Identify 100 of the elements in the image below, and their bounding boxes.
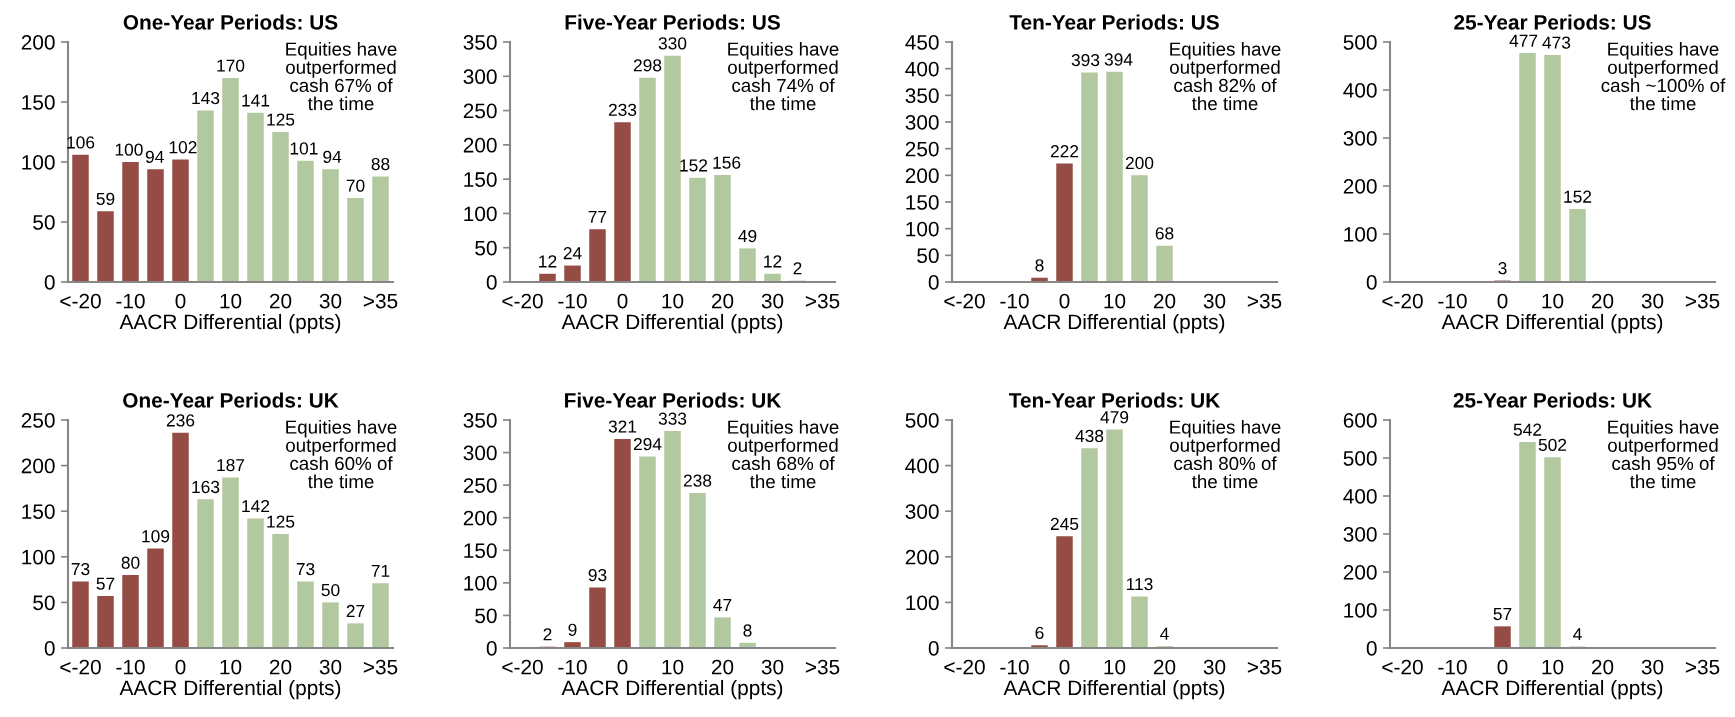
data-label: 125: [267, 113, 295, 126]
y-tick-label: 0: [928, 641, 939, 656]
data-label: 3: [1498, 262, 1507, 275]
x-tick-label: <-20: [1382, 659, 1423, 675]
data-label: 200: [1125, 156, 1154, 170]
data-label: 473: [1542, 36, 1571, 49]
x-tick-label: 30: [761, 293, 784, 309]
data-label: 143: [192, 91, 220, 105]
data-label: 2: [793, 262, 802, 275]
y-tick-label: 350: [463, 413, 497, 428]
y-tick-label: 200: [463, 510, 497, 526]
y-tick-label: 500: [1343, 35, 1377, 50]
y-tick-label: 300: [463, 69, 497, 85]
y-tick-label: 300: [1343, 527, 1377, 542]
data-label: 477: [1509, 34, 1538, 47]
y-tick-label: 50: [33, 595, 55, 611]
x-tick-label: 20: [1153, 293, 1176, 309]
chart-title: 25-Year Periods: US: [1454, 14, 1651, 30]
y-tick-label: 200: [463, 137, 497, 153]
x-tick-label: 30: [1641, 659, 1664, 675]
x-tick-label: 0: [175, 293, 186, 309]
x-tick-label: 20: [1591, 659, 1614, 675]
data-label: 73: [71, 562, 90, 576]
y-tick-label: 350: [463, 35, 497, 50]
data-label: 298: [633, 59, 662, 72]
annotation: Equities have outperformed cash 67% of the time: [286, 42, 397, 111]
chart-title: 25-Year Periods: UK: [1453, 392, 1652, 408]
data-label: 49: [738, 229, 757, 243]
x-tick-label: 0: [175, 659, 186, 675]
x-tick-label: 10: [1104, 293, 1126, 309]
data-label: 12: [764, 255, 782, 268]
data-label: 57: [96, 577, 115, 590]
x-axis-title: AACR Differential (ppts): [119, 679, 341, 700]
data-label: 222: [1050, 145, 1079, 158]
annotation: Equities have outperformed cash 95% of the time: [1608, 420, 1719, 489]
data-label: 12: [539, 255, 557, 268]
x-tick-label: 10: [1542, 293, 1564, 309]
x-tick-label: 20: [269, 293, 292, 309]
x-tick-label: -10: [558, 293, 587, 309]
y-tick-label: 100: [464, 206, 497, 222]
data-label: 394: [1104, 53, 1133, 66]
y-tick-label: 200: [21, 35, 55, 50]
data-label: 47: [713, 599, 732, 611]
data-label: 125: [267, 515, 295, 528]
y-tick-label: 400: [1343, 83, 1377, 98]
x-axis-title: AACR Differential (ppts): [1003, 679, 1225, 700]
y-tick-label: 100: [906, 595, 939, 611]
data-label: 24: [563, 247, 582, 260]
y-tick-label: 150: [906, 195, 939, 210]
annotation: Equities have outperformed cash 82% of the time: [1170, 42, 1281, 111]
x-tick-label: 10: [662, 659, 684, 675]
x-tick-label: 20: [1153, 659, 1176, 675]
y-tick-label: 0: [928, 275, 939, 290]
x-tick-label: 0: [1059, 293, 1070, 309]
x-tick-label: 10: [1542, 659, 1564, 675]
data-label: 238: [683, 474, 712, 487]
data-label: 321: [608, 420, 637, 433]
x-tick-label: 30: [1641, 293, 1664, 309]
data-label: 333: [658, 412, 687, 425]
data-label: 70: [346, 179, 365, 192]
data-label: 50: [321, 583, 340, 597]
x-tick-label: 10: [220, 293, 242, 309]
data-label: 59: [96, 192, 115, 205]
y-tick-label: 0: [44, 641, 55, 656]
x-tick-label: 20: [711, 659, 734, 675]
x-axis-title: AACR Differential (ppts): [561, 313, 783, 334]
data-label: 294: [633, 437, 662, 451]
data-label: 393: [1071, 53, 1100, 67]
annotation: Equities have outperformed cash 68% of the time: [728, 420, 839, 489]
data-label: 102: [169, 141, 197, 154]
y-tick-label: 100: [1344, 227, 1377, 242]
x-tick-label: >35: [1685, 659, 1720, 675]
y-tick-label: 200: [1343, 179, 1377, 194]
data-label: 245: [1050, 517, 1079, 531]
data-label: 88: [371, 157, 390, 171]
x-tick-label: >35: [363, 659, 398, 675]
data-label: 542: [1513, 423, 1542, 436]
chart-title: Ten-Year Periods: US: [1009, 14, 1219, 30]
y-tick-label: 500: [1343, 451, 1377, 466]
y-tick-label: 300: [905, 115, 939, 130]
x-tick-label: >35: [1685, 293, 1720, 309]
y-tick-label: 600: [1343, 413, 1377, 428]
chart-title: Ten-Year Periods: UK: [1008, 392, 1221, 408]
data-label: 68: [1155, 227, 1174, 240]
data-label: 2: [543, 628, 552, 641]
x-axis-title: AACR Differential (ppts): [1441, 313, 1663, 334]
annotation: Equities have outperformed cash 74% of the time: [728, 42, 839, 111]
data-label: 8: [1035, 259, 1044, 272]
chart-title: Five-Year Periods: UK: [565, 392, 782, 408]
data-label: 170: [217, 59, 245, 72]
y-tick-label: 150: [22, 504, 55, 519]
y-tick-label: 0: [486, 641, 497, 656]
data-label: 152: [680, 159, 708, 172]
data-label: 9: [568, 623, 577, 636]
y-tick-label: 300: [1343, 131, 1377, 146]
x-tick-label: <-20: [502, 293, 543, 309]
x-tick-label: 30: [1203, 659, 1226, 675]
y-tick-label: 50: [917, 248, 939, 264]
y-tick-label: 400: [905, 458, 939, 474]
x-tick-label: 30: [319, 293, 342, 309]
